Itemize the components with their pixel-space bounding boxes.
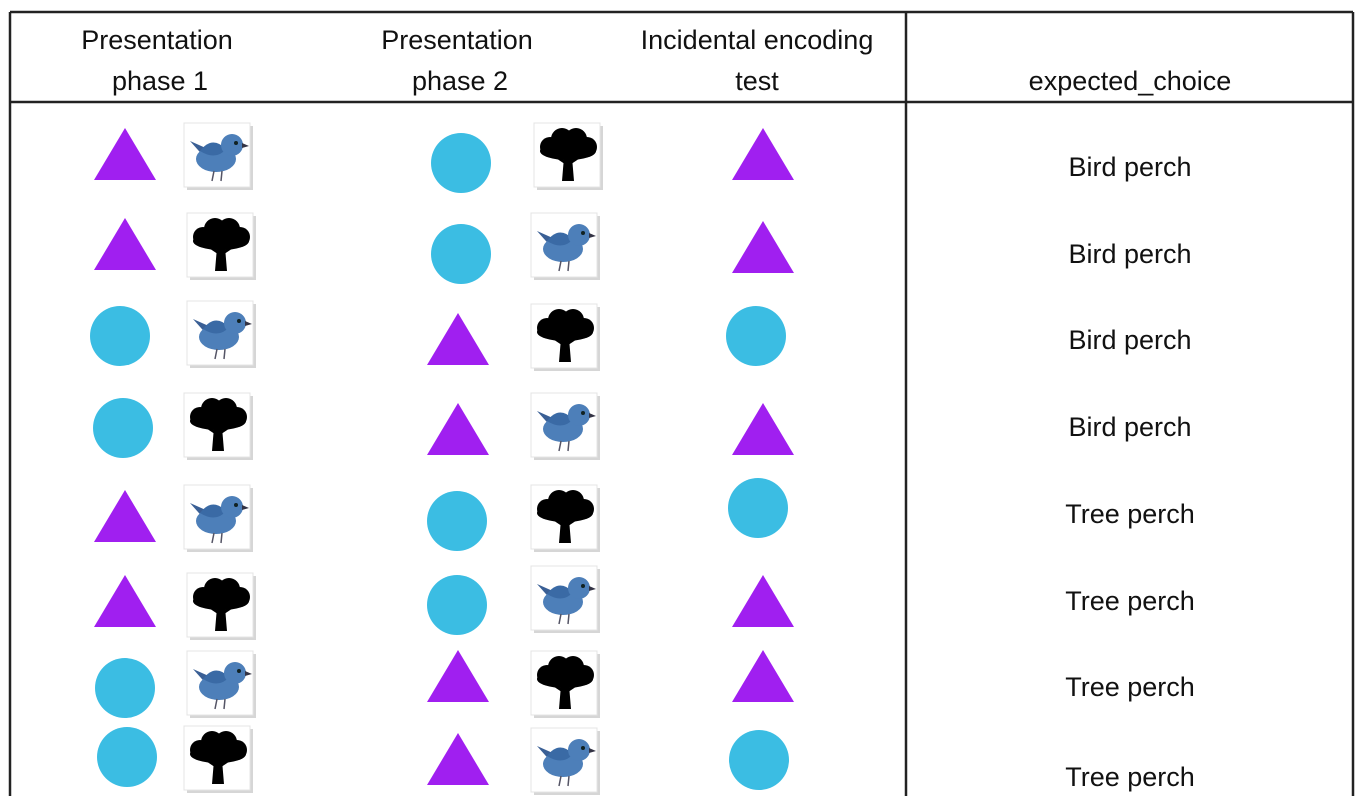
header-text: Incidental encoding [641, 25, 874, 55]
header-text: Presentation [81, 25, 233, 55]
table-borders [8, 10, 1355, 796]
header-text: phase 1 [112, 66, 208, 96]
expected-choice: Bird perch [1068, 239, 1191, 269]
expected-choice: Tree perch [1065, 672, 1195, 702]
expected-choice: Tree perch [1065, 499, 1195, 529]
header-text: Presentation [381, 25, 533, 55]
expected-choice: Bird perch [1068, 152, 1191, 182]
header-text: phase 2 [412, 66, 508, 96]
expected-choice: Bird perch [1068, 325, 1191, 355]
expected-choice: Bird perch [1068, 412, 1191, 442]
expected-choice: Tree perch [1065, 762, 1195, 792]
expected-choice: Tree perch [1065, 586, 1195, 616]
header-text: expected_choice [1029, 66, 1232, 96]
stimulus-icons [90, 123, 794, 795]
header-text: test [735, 66, 779, 96]
